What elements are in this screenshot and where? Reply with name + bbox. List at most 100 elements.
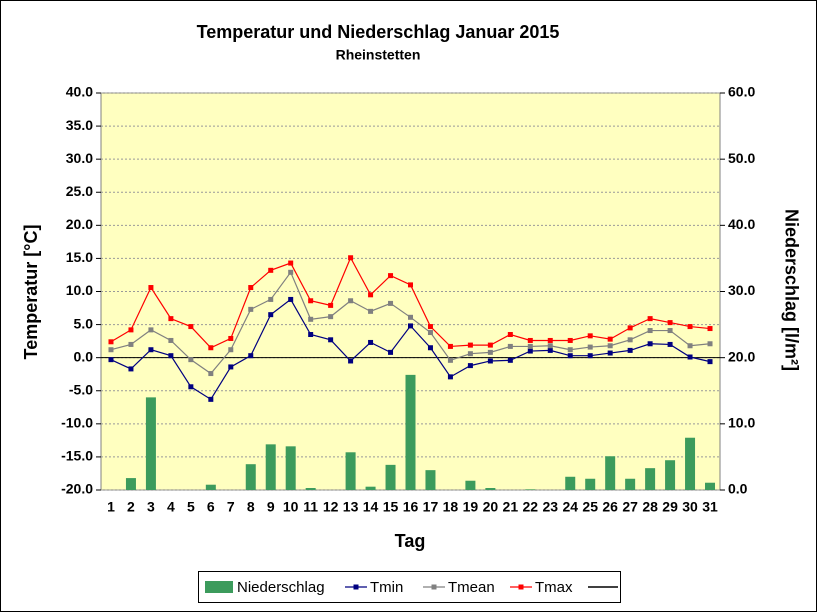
point bbox=[487, 349, 493, 355]
legend-swatch bbox=[431, 584, 437, 590]
bar bbox=[205, 484, 216, 490]
point bbox=[567, 337, 573, 343]
y-tick-label: 15.0 bbox=[66, 249, 93, 265]
point bbox=[707, 326, 713, 332]
point bbox=[268, 267, 274, 273]
point bbox=[567, 347, 573, 353]
point bbox=[447, 374, 453, 380]
point bbox=[248, 306, 254, 312]
point bbox=[667, 328, 673, 334]
point bbox=[188, 324, 194, 330]
point bbox=[128, 327, 134, 333]
x-tick-label: 11 bbox=[303, 499, 318, 515]
bar bbox=[525, 489, 536, 490]
y-tick-label: 35.0 bbox=[66, 117, 93, 133]
point bbox=[547, 347, 553, 353]
x-tick-label: 26 bbox=[602, 499, 618, 515]
x-tick-label: 6 bbox=[207, 499, 215, 515]
x-tick-label: 3 bbox=[147, 499, 155, 515]
y2-tick-label: 30.0 bbox=[728, 282, 755, 298]
point bbox=[607, 350, 613, 356]
point bbox=[208, 396, 214, 402]
y-tick-label: 25.0 bbox=[66, 183, 93, 199]
bar bbox=[265, 444, 276, 490]
legend-label: Niederschlag bbox=[237, 579, 325, 596]
y-axis-label: Temperatur [°C] bbox=[21, 225, 41, 360]
point bbox=[547, 343, 553, 349]
legend bbox=[198, 571, 621, 603]
bar bbox=[625, 478, 636, 490]
point bbox=[647, 341, 653, 347]
x-tick-label: 22 bbox=[523, 499, 539, 515]
y-tick-label: -5.0 bbox=[69, 381, 93, 397]
point bbox=[108, 347, 114, 353]
point bbox=[687, 324, 693, 330]
point bbox=[487, 358, 493, 364]
point bbox=[667, 320, 673, 326]
point bbox=[507, 343, 513, 349]
x-axis-label: Tag bbox=[395, 531, 426, 551]
bar bbox=[365, 486, 376, 490]
y-tick-label: 10.0 bbox=[66, 282, 93, 298]
y2-tick-label: 0.0 bbox=[728, 481, 748, 497]
y-tick-label: 0.0 bbox=[74, 348, 94, 364]
legend-swatch bbox=[353, 584, 359, 590]
chart-title: Temperatur und Niederschlag Januar 2015 bbox=[197, 22, 560, 42]
point bbox=[328, 302, 334, 308]
point bbox=[447, 343, 453, 349]
point bbox=[148, 327, 154, 333]
y-tick-label: 5.0 bbox=[74, 315, 94, 331]
x-tick-label: 21 bbox=[503, 499, 519, 515]
x-tick-label: 7 bbox=[227, 499, 235, 515]
point bbox=[148, 285, 154, 291]
point bbox=[427, 345, 433, 351]
point bbox=[408, 323, 413, 329]
x-tick-label: 15 bbox=[383, 499, 399, 515]
point bbox=[348, 298, 354, 304]
point bbox=[268, 296, 274, 302]
point bbox=[587, 333, 593, 339]
x-tick-label: 19 bbox=[463, 499, 479, 515]
x-tick-label: 5 bbox=[187, 499, 195, 515]
point bbox=[487, 342, 493, 348]
point bbox=[527, 343, 533, 349]
bar bbox=[425, 470, 436, 490]
bar bbox=[305, 488, 316, 490]
point bbox=[547, 337, 553, 343]
bar bbox=[245, 464, 256, 490]
point bbox=[507, 357, 513, 363]
y-tick-label: 20.0 bbox=[66, 216, 93, 232]
point bbox=[408, 314, 413, 320]
point bbox=[108, 357, 114, 363]
point bbox=[188, 357, 194, 363]
point bbox=[467, 351, 473, 357]
y2-tick-label: 60.0 bbox=[728, 84, 755, 100]
y-tick-label: -20.0 bbox=[61, 481, 93, 497]
x-tick-label: 2 bbox=[127, 499, 135, 515]
x-tick-label: 23 bbox=[542, 499, 558, 515]
y2-tick-label: 10.0 bbox=[728, 415, 755, 431]
point bbox=[427, 330, 433, 336]
point bbox=[168, 337, 174, 343]
point bbox=[168, 353, 174, 359]
y-tick-label: -10.0 bbox=[61, 415, 93, 431]
point bbox=[567, 353, 573, 359]
point bbox=[368, 292, 374, 298]
point bbox=[308, 298, 314, 304]
bar bbox=[145, 397, 156, 490]
point bbox=[707, 341, 713, 347]
y2-tick-label: 40.0 bbox=[728, 216, 755, 232]
point bbox=[368, 308, 374, 314]
point bbox=[527, 348, 533, 354]
bar bbox=[685, 437, 696, 490]
bar bbox=[465, 480, 476, 490]
y2-tick-label: 50.0 bbox=[728, 150, 755, 166]
point bbox=[248, 285, 254, 291]
bar bbox=[405, 374, 416, 490]
legend-swatch bbox=[518, 584, 524, 590]
x-tick-label: 12 bbox=[323, 499, 339, 515]
x-tick-label: 9 bbox=[267, 499, 275, 515]
x-tick-label: 31 bbox=[702, 499, 718, 515]
bar bbox=[645, 468, 656, 490]
x-tick-label: 8 bbox=[247, 499, 255, 515]
